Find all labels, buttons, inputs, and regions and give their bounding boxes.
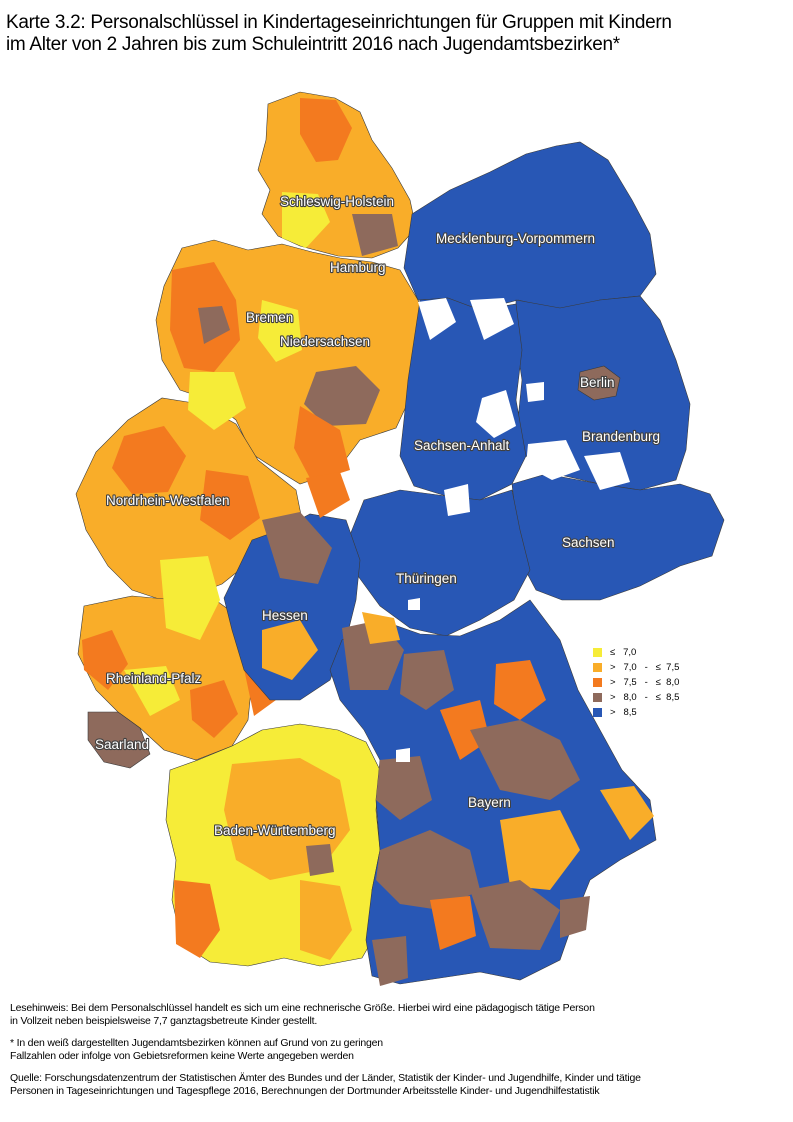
legend-item: ≤ 7,0	[593, 646, 743, 661]
no-data-area	[526, 440, 580, 480]
patch	[262, 512, 332, 584]
no-data-area	[476, 390, 516, 438]
patch	[174, 880, 220, 958]
patch	[200, 470, 260, 540]
patch	[304, 366, 380, 426]
patch	[262, 620, 318, 680]
patch	[198, 306, 230, 344]
source-note: Quelle: Forschungsdatenzentrum der Stati…	[10, 1072, 641, 1097]
label-bayern: Bayern	[468, 795, 511, 810]
patch	[400, 650, 454, 710]
legend-swatch	[593, 663, 602, 672]
no-data-area	[396, 748, 410, 762]
no-data-area	[584, 452, 630, 490]
map-title-line-2: im Alter von 2 Jahren bis zum Schuleintr…	[6, 34, 620, 55]
region-sachsen	[511, 473, 725, 601]
map-notes: Lesehinweis: Bei dem Personalschlüssel h…	[10, 1002, 785, 1107]
footnote: * In den weiß dargestellten Jugendamtsbe…	[10, 1037, 383, 1062]
patch	[282, 192, 330, 248]
patch	[494, 660, 546, 720]
legend-swatch	[593, 708, 602, 717]
legend-swatch	[593, 678, 602, 687]
patch	[258, 300, 302, 362]
region-labels: Schleswig-Holstein Mecklenburg-Vorpommer…	[94, 193, 661, 839]
patch	[600, 786, 654, 840]
patch	[376, 830, 480, 910]
patch	[306, 844, 334, 876]
legend-item: > 8,0 - ≤ 8,5	[593, 691, 743, 706]
label-hamburg: Hamburg	[330, 260, 386, 275]
patch	[160, 556, 220, 640]
east-patches	[262, 472, 654, 986]
region-mecklenburg-vorpommern	[403, 141, 657, 311]
patch	[188, 372, 246, 430]
label-brandenburg: Brandenburg	[582, 429, 660, 444]
legend-item: > 7,0 - ≤ 7,5	[593, 661, 743, 676]
patch	[300, 98, 352, 162]
map-legend: ≤ 7,0 > 7,0 - ≤ 7,5 > 7,5 - ≤ 8,0 > 8,0 …	[593, 646, 743, 721]
patch	[306, 472, 350, 518]
patch	[300, 880, 352, 960]
patch	[112, 426, 186, 494]
no-data-area	[470, 298, 514, 340]
patch	[372, 936, 408, 986]
legend-swatch	[593, 648, 602, 657]
patch	[82, 630, 128, 690]
label-rheinland-pfalz: Rheinland-Pfalz	[106, 671, 202, 686]
legend-label: > 7,5 - ≤ 8,0	[610, 677, 680, 688]
map-title: Karte 3.2: Personalschlüssel in Kinderta…	[6, 12, 786, 56]
legend-item: > 8,5	[593, 706, 743, 721]
patch	[376, 756, 432, 820]
patch	[500, 810, 580, 890]
legend-label: > 8,5	[610, 707, 637, 718]
patch	[362, 612, 400, 644]
no-data-area	[408, 598, 420, 610]
region-thueringen	[347, 489, 531, 637]
label-sachsen: Sachsen	[562, 535, 615, 550]
label-bremen: Bremen	[246, 310, 293, 325]
patch	[124, 666, 180, 716]
west-patches	[82, 98, 398, 960]
patch	[96, 716, 132, 760]
label-saarland: Saarland	[95, 737, 149, 752]
region-berlin	[577, 365, 621, 401]
label-niedersachsen: Niedersachsen	[280, 334, 370, 349]
no-data-area	[444, 484, 470, 516]
legend-label: > 8,0 - ≤ 8,5	[610, 692, 680, 703]
label-mecklenburg-vorpommern: Mecklenburg-Vorpommern	[436, 231, 595, 246]
legend-label: ≤ 7,0	[610, 647, 637, 658]
label-nordrhein-westfalen: Nordrhein-Westfalen	[106, 493, 230, 508]
no-data-area	[526, 382, 544, 402]
label-baden-wuerttemberg: Baden-Württemberg	[214, 823, 336, 838]
patch	[470, 720, 580, 800]
no-data-area	[418, 298, 456, 340]
label-schleswig-holstein: Schleswig-Holstein	[280, 194, 394, 209]
legend-label: > 7,0 - ≤ 7,5	[610, 662, 680, 673]
label-sachsen-anhalt: Sachsen-Anhalt	[414, 438, 510, 453]
patch	[470, 880, 560, 950]
legend-item: > 7,5 - ≤ 8,0	[593, 676, 743, 691]
patch	[430, 896, 476, 950]
no-data-areas	[396, 298, 630, 762]
label-hessen: Hessen	[262, 608, 308, 623]
label-berlin: Berlin	[580, 375, 615, 390]
patch	[560, 896, 590, 938]
legend-swatch	[593, 693, 602, 702]
map-title-line-1: Karte 3.2: Personalschlüssel in Kinderta…	[6, 12, 672, 33]
reading-hint: Lesehinweis: Bei dem Personalschlüssel h…	[10, 1002, 595, 1027]
label-thueringen: Thüringen	[396, 571, 457, 586]
patch	[190, 680, 238, 738]
patch	[352, 214, 398, 256]
patch	[294, 406, 350, 482]
